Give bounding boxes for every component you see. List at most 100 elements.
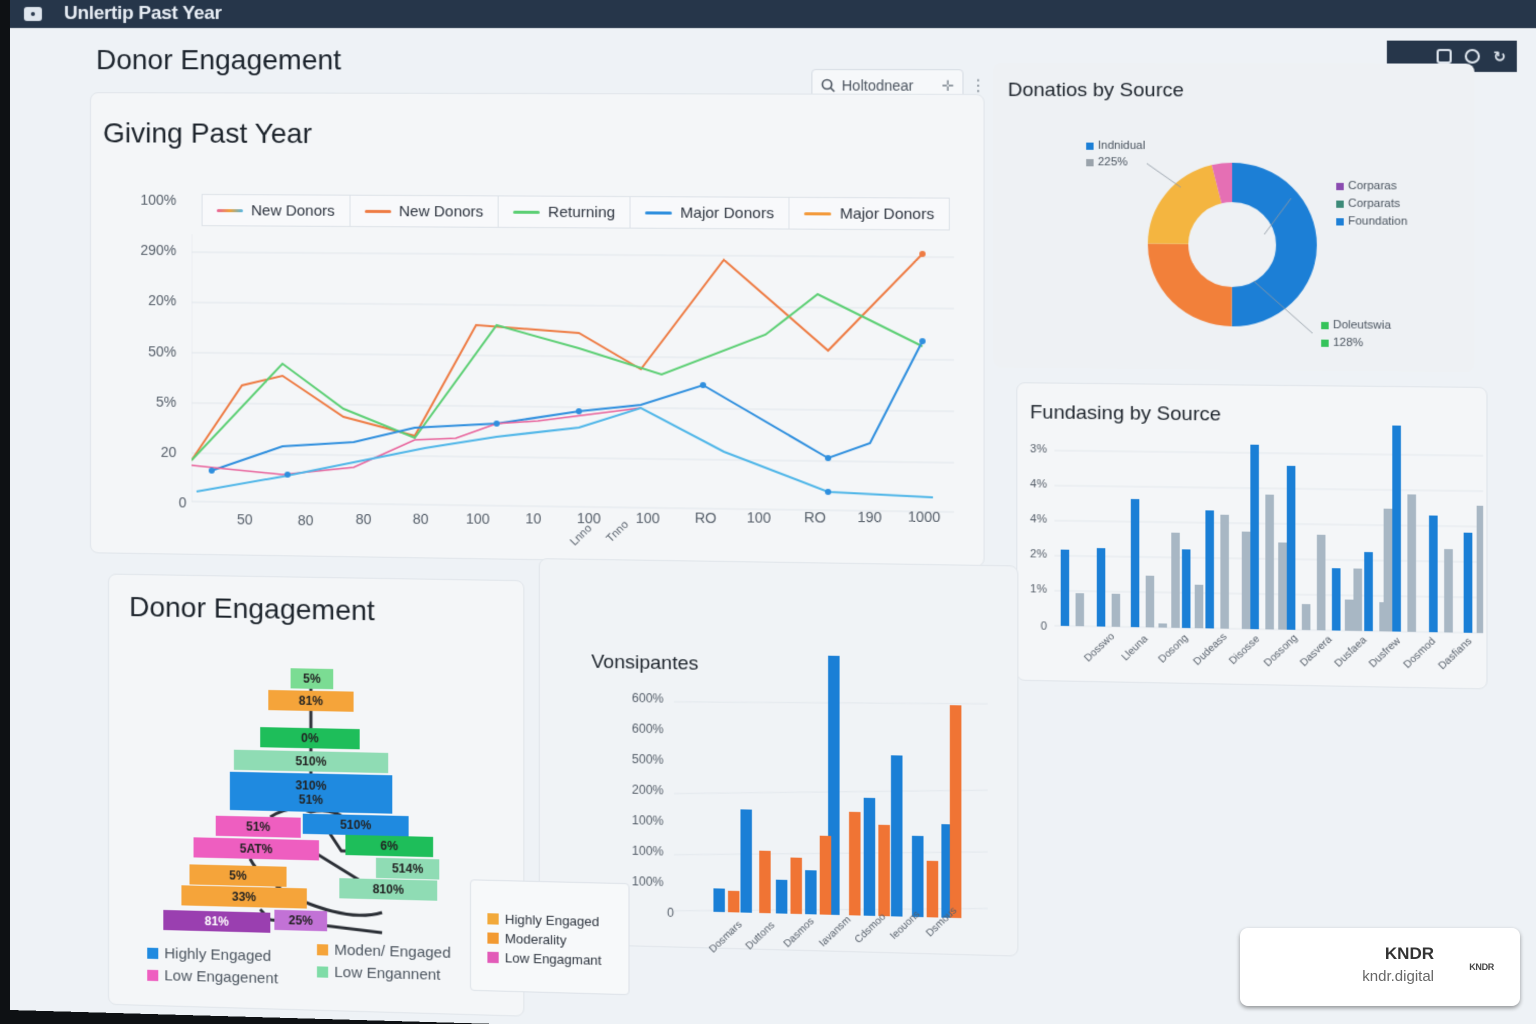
- y-tick: 600%: [631, 690, 664, 706]
- tier-bar: 0%: [260, 727, 360, 750]
- legend-item: Moderality: [487, 930, 628, 949]
- legend-item[interactable]: Major Donors: [790, 198, 949, 230]
- x-tick: Dosswo: [1082, 630, 1118, 665]
- y-tick: 100%: [631, 813, 664, 829]
- fundraising-bar-chart: [1054, 425, 1484, 639]
- legend-item[interactable]: Major Donors: [630, 197, 790, 229]
- x-tick: Duttons: [743, 919, 778, 953]
- tier-bar: 5AT%: [193, 837, 320, 861]
- x-tick: 100: [465, 510, 490, 527]
- kebab-menu-icon[interactable]: ⋮: [969, 77, 987, 95]
- y-tick: 0: [178, 494, 187, 511]
- legend-swatch: [364, 209, 391, 213]
- giving-chart-legend: New Donors New Donors Returning Major Do…: [201, 193, 950, 231]
- legend-swatch: [216, 208, 244, 212]
- y-tick: 100%: [631, 843, 664, 859]
- giving-chart-title: Giving Past Year: [103, 117, 312, 150]
- y-tick: 290%: [140, 241, 177, 259]
- y-tick: 3%: [1030, 443, 1047, 456]
- x-tick: Dasvera: [1298, 633, 1335, 670]
- giving-past-year-card: Giving Past Year New Donors New Donors R…: [89, 92, 985, 567]
- x-tick: 10: [525, 510, 542, 527]
- sync-icon[interactable]: ↻: [1493, 47, 1506, 65]
- donations-chart-title: Donatios by Source: [1007, 79, 1184, 102]
- giving-line-chart: [192, 234, 955, 516]
- x-tick: 100: [576, 509, 601, 527]
- donations-by-source-card: Donatios by Source Indnidual 225% Corpar…: [993, 63, 1475, 373]
- tier-bar: 51%: [215, 815, 301, 838]
- x-tick: 80: [412, 510, 429, 528]
- tier-bar: 33%: [181, 885, 307, 909]
- legend-item: Highly Engaged: [147, 945, 271, 965]
- legend-label: Major Donors: [839, 204, 935, 223]
- x-tick: 1000: [907, 508, 941, 526]
- y-tick: 0: [667, 905, 675, 920]
- legend-item: Low Engagenent: [147, 967, 278, 987]
- legend-swatch: [645, 210, 673, 215]
- x-tick: Dosmod: [1401, 635, 1439, 671]
- x-tick: Lleuna: [1119, 633, 1151, 664]
- legend-item[interactable]: New Donors: [202, 194, 351, 226]
- x-tick: RO: [694, 509, 717, 527]
- home-icon[interactable]: [23, 6, 42, 21]
- tier-bar: 5%: [189, 864, 287, 887]
- y-tick: 2%: [1030, 548, 1047, 561]
- tier-bar: 5%: [290, 668, 334, 690]
- legend-item: Indnidual: [1086, 139, 1145, 152]
- tier-bar: 81%: [163, 909, 271, 933]
- x-tick: Dosmars: [707, 919, 745, 956]
- watermark-badge[interactable]: KNDR kndr.digital KNDR: [1240, 928, 1520, 1006]
- x-tick: Dusfrew: [1366, 635, 1404, 671]
- x-tick: Disosse: [1227, 633, 1263, 668]
- window-icon[interactable]: [1436, 48, 1453, 64]
- x-tick: 100: [635, 509, 660, 527]
- y-tick: 500%: [631, 751, 664, 767]
- x-tick: 50: [236, 511, 253, 528]
- tier-bar: 510%: [302, 813, 409, 837]
- y-tick: 50%: [148, 343, 177, 360]
- tier-bar: 25%: [274, 909, 328, 932]
- x-tick: Dasfians: [1436, 635, 1475, 673]
- x-tick-rotated: Tnno: [604, 518, 632, 546]
- legend-item: 128%: [1321, 336, 1363, 349]
- refresh-icon[interactable]: [1465, 48, 1481, 64]
- x-tick: Dusfaea: [1332, 634, 1370, 670]
- search-icon: [821, 78, 836, 92]
- badge-name: KNDR: [1384, 944, 1434, 963]
- x-tick: Dudeass: [1191, 631, 1230, 668]
- legend-swatch: [804, 211, 832, 215]
- sparkle-icon[interactable]: ✛: [941, 76, 955, 94]
- legend-item[interactable]: New Donors: [350, 195, 499, 227]
- legend-item: Low Engannent: [316, 963, 441, 984]
- x-tick-rotated: Lnno: [567, 522, 595, 549]
- legend-label: New Donors: [251, 201, 335, 220]
- badge-url: kndr.digital: [1362, 968, 1434, 985]
- screen: Unlertip Past Year ↻ Donor Engagement Ho…: [10, 0, 1536, 1024]
- vonsipantes-bar-chart: [674, 655, 988, 929]
- legend-item: Moden/ Engaged: [316, 941, 451, 962]
- legend-item: 225%: [1086, 156, 1128, 169]
- tier-bar: 81%: [268, 689, 354, 712]
- x-tick: 100: [746, 509, 772, 526]
- y-tick: 600%: [631, 721, 664, 737]
- tier-bar: 6%: [345, 834, 434, 858]
- x-tick: 80: [355, 510, 372, 528]
- window-titlebar: Unlertip Past Year: [10, 0, 1536, 29]
- engagement-legend-box: Highly Engaged Moderality Low Engagmant: [469, 879, 630, 996]
- x-tick: 80: [297, 512, 314, 529]
- tier-bar: 310% 51%: [229, 771, 393, 814]
- y-tick: 20%: [148, 292, 177, 309]
- legend-item: Corparas: [1336, 180, 1397, 193]
- tier-bar: 510%: [233, 749, 389, 774]
- legend-item[interactable]: Returning: [498, 196, 631, 228]
- legend-item: Low Engagmant: [487, 950, 628, 969]
- search-value: Holtodnear: [841, 77, 914, 94]
- legend-item: Corparats: [1336, 197, 1400, 210]
- window-title: Unlertip Past Year: [63, 2, 222, 24]
- legend-label: New Donors: [398, 202, 484, 221]
- x-tick: Dossong: [1262, 632, 1301, 670]
- y-tick: 5%: [156, 393, 177, 410]
- donut-chart: [1141, 146, 1323, 344]
- legend-item: Highly Engaged: [487, 911, 628, 930]
- page-title: Donor Engagement: [96, 44, 342, 76]
